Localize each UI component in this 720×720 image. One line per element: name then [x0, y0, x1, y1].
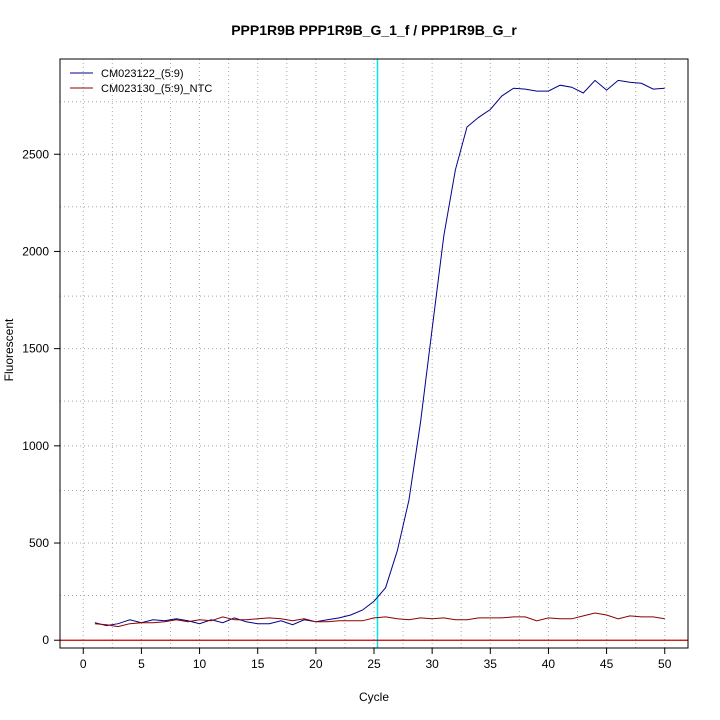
legend-entry-2: CM023130_(5:9)_NTC — [101, 83, 212, 95]
chart-title: PPP1R9B PPP1R9B_G_1_f / PPP1R9B_G_r — [231, 22, 517, 38]
x-tick-label: 10 — [193, 657, 207, 671]
x-tick-label: 20 — [309, 657, 323, 671]
x-tick-label: 40 — [542, 657, 556, 671]
x-tick-label: 45 — [600, 657, 614, 671]
x-tick-label: 50 — [658, 657, 672, 671]
y-tick-label: 1000 — [22, 439, 49, 453]
data-series — [94, 79, 665, 628]
series-line-2 — [94, 612, 665, 628]
x-tick-label: 25 — [367, 657, 381, 671]
x-tick-label: 15 — [251, 657, 265, 671]
y-tick-label: 1500 — [22, 342, 49, 356]
x-axis-label: Cycle — [359, 690, 389, 704]
legend: CM023122_(5:9) CM023130_(5:9)_NTC — [70, 68, 212, 95]
y-tick-label: 500 — [29, 536, 49, 550]
y-tick-label: 0 — [42, 633, 49, 647]
x-tick-label: 35 — [484, 657, 498, 671]
y-tick-label: 2000 — [22, 244, 49, 258]
y-axis-label: Fluorescent — [2, 318, 16, 381]
x-tick-label: 0 — [80, 657, 87, 671]
y-tick-label: 2500 — [22, 147, 49, 161]
legend-entry-1: CM023122_(5:9) — [101, 68, 184, 80]
x-tick-label: 5 — [138, 657, 145, 671]
reference-lines — [60, 59, 688, 648]
x-tick-label: 30 — [425, 657, 439, 671]
x-axis: 0 5 10 15 20 25 30 35 40 45 50 — [80, 647, 672, 671]
grid-lines — [60, 59, 688, 648]
y-axis: 0 500 1000 1500 2000 2500 — [22, 147, 61, 647]
